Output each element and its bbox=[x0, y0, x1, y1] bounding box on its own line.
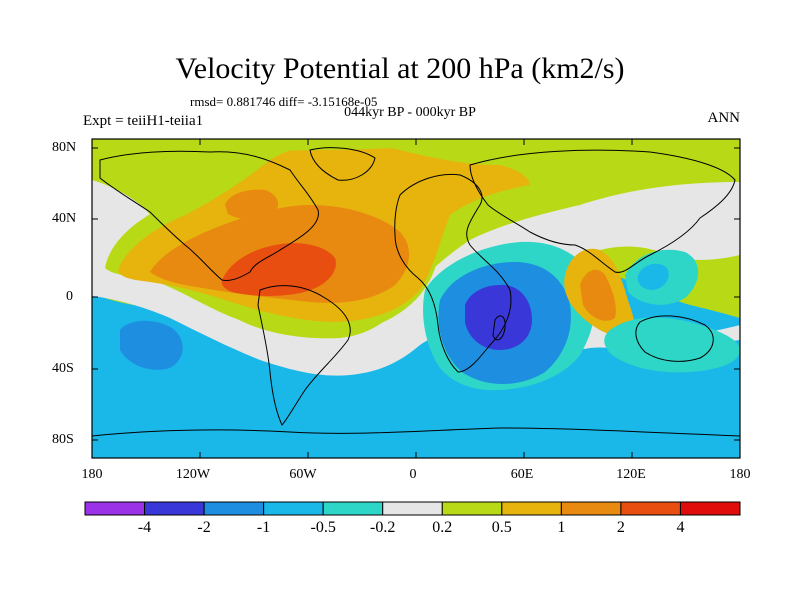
lat-label-80n: 80N bbox=[52, 140, 77, 155]
stats-text: rmsd= 0.881746 diff= -3.15168e-05 bbox=[190, 94, 378, 109]
colorbar-swatch bbox=[620, 501, 681, 516]
madagascar-outline bbox=[492, 315, 506, 341]
lat-label-40s: 40S bbox=[52, 361, 74, 376]
colorbar-label: 0.2 bbox=[432, 519, 453, 536]
lat-label-80s: 80S bbox=[52, 432, 74, 447]
lon-label-0: 0 bbox=[409, 467, 417, 482]
colorbar-swatch bbox=[84, 501, 146, 516]
colorbar-swatch bbox=[144, 501, 205, 516]
lon-label-180e: 180 bbox=[729, 467, 751, 482]
lat-label-0: 0 bbox=[66, 289, 73, 304]
asia-outline bbox=[469, 149, 736, 273]
colorbar-swatch bbox=[263, 501, 324, 516]
colorbar-swatch bbox=[560, 501, 622, 516]
australia-outline bbox=[635, 315, 714, 362]
colorbar-swatch bbox=[501, 501, 562, 516]
north-america-outline bbox=[99, 150, 319, 281]
colorbar-label: -0.2 bbox=[370, 519, 396, 536]
contour-fill-pos-north bbox=[225, 189, 279, 220]
lon-label-180w: 180 bbox=[81, 467, 103, 482]
colorbar-label: -1 bbox=[256, 519, 271, 536]
lon-label-60w: 60W bbox=[289, 467, 317, 482]
contour-fill-neg-sepac bbox=[120, 320, 183, 370]
plot-title: Velocity Potential at 200 hPa (km2/s) bbox=[175, 52, 625, 85]
antarctica-outline bbox=[92, 427, 740, 437]
experiment-label: Expt = teiiH1-teiia1 bbox=[83, 113, 204, 129]
europe-africa-outline bbox=[394, 173, 512, 373]
contour-fill-pos-asia-1 bbox=[580, 269, 616, 321]
lon-label-60e: 60E bbox=[510, 467, 534, 482]
season-label: ANN bbox=[707, 110, 741, 126]
contour-field bbox=[92, 139, 740, 458]
contour-fill-neg-wpac-core bbox=[637, 263, 669, 290]
colorbar-label: 2 bbox=[616, 519, 625, 536]
period-text: 044kyr BP - 000kyr BP bbox=[344, 105, 476, 120]
colorbar-swatch bbox=[322, 501, 384, 516]
colorbar-swatch bbox=[382, 501, 443, 516]
colorbar-label: -4 bbox=[137, 519, 152, 536]
colorbar-swatch bbox=[441, 501, 503, 516]
colorbar-swatch bbox=[203, 501, 265, 516]
coastlines bbox=[92, 147, 740, 437]
lon-label-120e: 120E bbox=[616, 467, 646, 482]
greenland-outline bbox=[309, 147, 376, 181]
colorbar bbox=[84, 501, 741, 516]
contour-fill-neg-2 bbox=[465, 284, 532, 350]
contour-fill-pos-2 bbox=[221, 243, 336, 296]
colorbar-label: 1 bbox=[557, 519, 566, 536]
colorbar-label: 4 bbox=[676, 519, 685, 536]
colorbar-label: -2 bbox=[197, 519, 211, 536]
lat-label-40n: 40N bbox=[52, 211, 77, 226]
colorbar-swatch bbox=[679, 501, 741, 516]
contour-fill-neg-aus bbox=[604, 317, 740, 373]
south-america-outline bbox=[257, 285, 351, 426]
lon-label-120w: 120W bbox=[175, 467, 211, 482]
axis-ticks bbox=[91, 139, 741, 458]
colorbar-label: 0.5 bbox=[491, 519, 512, 536]
colorbar-label: -0.5 bbox=[310, 519, 336, 536]
